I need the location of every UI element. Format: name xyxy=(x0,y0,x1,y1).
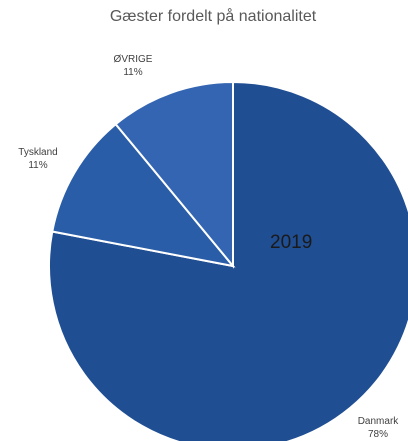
pie-slices xyxy=(48,80,408,441)
slice-label-tyskland-percent: 11% xyxy=(28,160,48,171)
chart-title: Gæster fordelt på nationalitet xyxy=(109,8,317,25)
slice-label-ovrige: ØVRIGE 11% xyxy=(110,53,156,79)
slice-label-ovrige-percent: 11% xyxy=(123,67,143,78)
pie-slice-danmark xyxy=(48,80,408,441)
slice-label-tyskland: Tyskland 11% xyxy=(10,146,66,172)
slice-label-tyskland-name: Tyskland xyxy=(18,147,58,158)
year-annotation: 2019 xyxy=(270,232,313,253)
slice-label-danmark-percent: 78% xyxy=(367,429,388,440)
slice-label-ovrige-name: ØVRIGE xyxy=(113,54,153,65)
pie-slice-tyskland xyxy=(51,122,236,268)
slice-label-danmark: Danmark 78% xyxy=(353,415,403,441)
pie-slice--vrige xyxy=(114,80,234,269)
slice-label-danmark-name: Danmark xyxy=(357,416,399,427)
